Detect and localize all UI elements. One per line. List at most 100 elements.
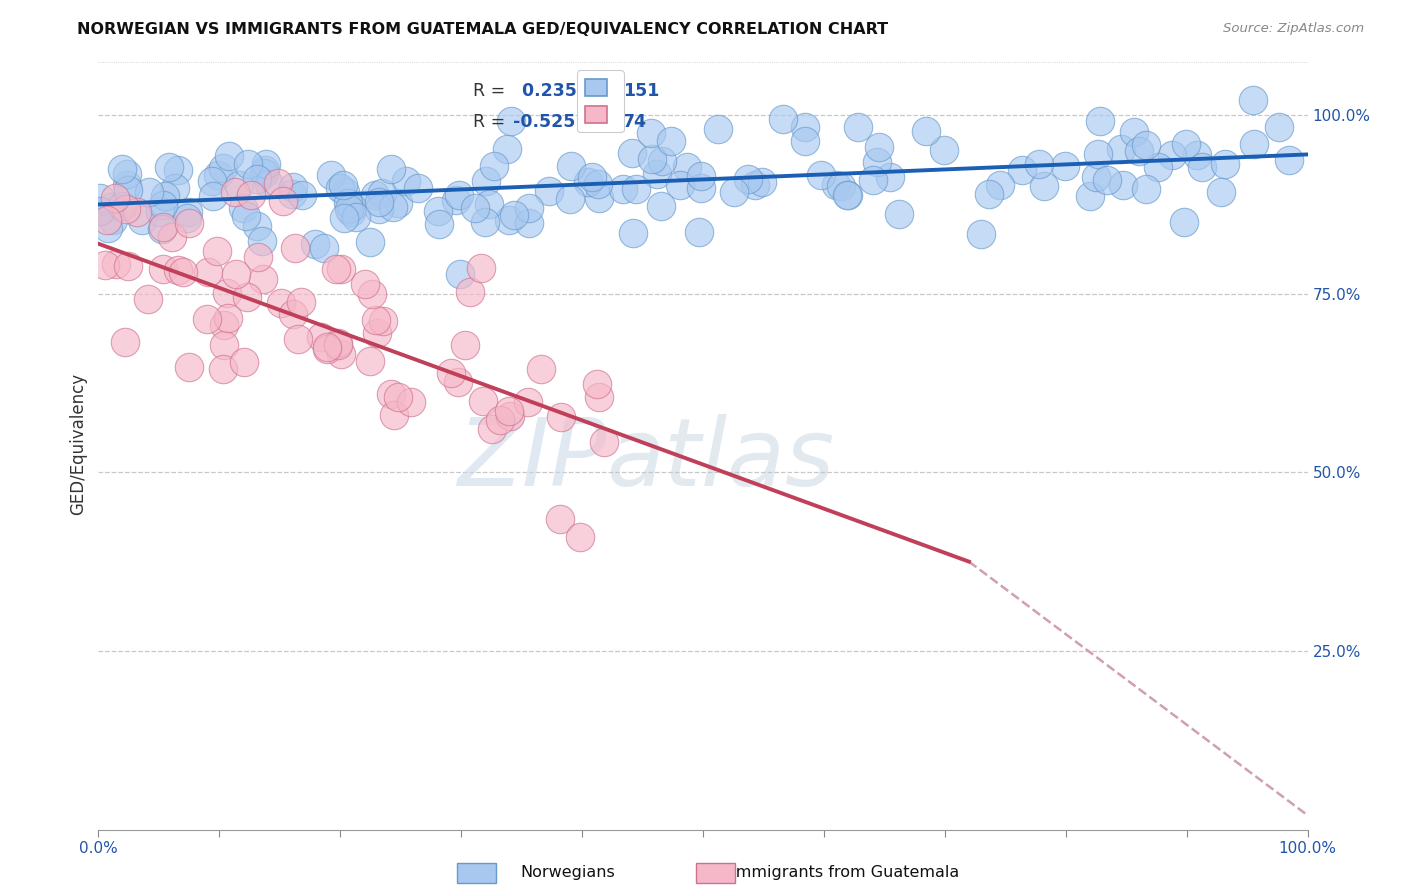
Point: [482, 159, 505, 173]
Point: [177, 205, 200, 219]
Point: [408, 180, 430, 194]
Point: [291, 187, 314, 202]
Point: [359, 235, 381, 249]
Point: [89, 203, 111, 218]
Point: [471, 393, 494, 408]
Point: [152, 262, 174, 277]
Point: [344, 210, 367, 224]
Point: [640, 126, 662, 140]
Point: [314, 241, 336, 255]
Point: [205, 244, 228, 258]
Point: [498, 404, 520, 418]
Point: [1185, 148, 1208, 162]
Point: [1191, 160, 1213, 174]
Point: [592, 435, 614, 450]
Point: [215, 286, 238, 301]
Point: [177, 360, 200, 375]
Point: [382, 408, 405, 422]
Point: [127, 205, 149, 219]
Point: [89, 191, 111, 205]
Point: [623, 227, 645, 241]
Point: [111, 162, 134, 177]
Point: [329, 181, 352, 195]
Point: [97, 221, 120, 235]
Point: [1146, 160, 1168, 174]
Point: [333, 211, 356, 226]
Point: [846, 120, 869, 135]
Point: [225, 268, 247, 282]
Point: [470, 260, 492, 275]
Point: [558, 193, 581, 207]
Point: [688, 225, 710, 239]
Point: [104, 191, 127, 205]
Point: [744, 178, 766, 192]
Point: [115, 178, 138, 192]
Point: [865, 155, 887, 169]
Point: [201, 174, 224, 188]
Text: N =: N =: [588, 82, 627, 100]
Point: [167, 263, 190, 277]
Point: [149, 205, 172, 219]
Point: [316, 340, 339, 354]
Point: [104, 258, 127, 272]
Point: [689, 169, 711, 183]
Point: [499, 409, 522, 424]
Point: [270, 295, 292, 310]
Point: [1028, 157, 1050, 171]
Point: [454, 337, 477, 351]
Point: [979, 186, 1001, 201]
Point: [360, 286, 382, 301]
Point: [160, 230, 183, 244]
Text: atlas: atlas: [606, 414, 835, 505]
Point: [359, 354, 381, 368]
Text: R =: R =: [474, 113, 510, 131]
Point: [794, 120, 817, 135]
Point: [810, 168, 832, 182]
Point: [254, 157, 277, 171]
Point: [586, 377, 609, 392]
Point: [475, 174, 498, 188]
Point: [253, 166, 276, 180]
Point: [751, 175, 773, 189]
Point: [862, 173, 884, 187]
Point: [337, 202, 360, 216]
Point: [281, 307, 304, 321]
Point: [1080, 188, 1102, 202]
Point: [309, 330, 332, 344]
Point: [333, 185, 356, 199]
Point: [252, 234, 274, 248]
Point: [645, 167, 668, 181]
Point: [1268, 120, 1291, 135]
Point: [131, 213, 153, 227]
Point: [252, 272, 274, 286]
Point: [136, 292, 159, 306]
Point: [1135, 181, 1157, 195]
Point: [449, 267, 471, 281]
Point: [1241, 93, 1264, 107]
Point: [159, 160, 181, 174]
Point: [651, 154, 673, 169]
Point: [1011, 162, 1033, 177]
Point: [172, 265, 194, 279]
Point: [114, 334, 136, 349]
Point: [576, 175, 599, 189]
Point: [830, 178, 852, 193]
Point: [1209, 185, 1232, 199]
Point: [1243, 136, 1265, 151]
Point: [224, 186, 246, 200]
Point: [115, 167, 138, 181]
Point: [519, 201, 541, 215]
Point: [447, 375, 470, 389]
Point: [496, 142, 519, 156]
Point: [723, 185, 745, 199]
Point: [1213, 157, 1236, 171]
Point: [868, 139, 890, 153]
Point: [163, 181, 186, 195]
Y-axis label: GED/Equivalency: GED/Equivalency: [69, 373, 87, 515]
Point: [395, 174, 418, 188]
Point: [481, 422, 503, 436]
Point: [1161, 148, 1184, 162]
Point: [101, 213, 124, 227]
Point: [1112, 178, 1135, 193]
Point: [329, 261, 352, 276]
